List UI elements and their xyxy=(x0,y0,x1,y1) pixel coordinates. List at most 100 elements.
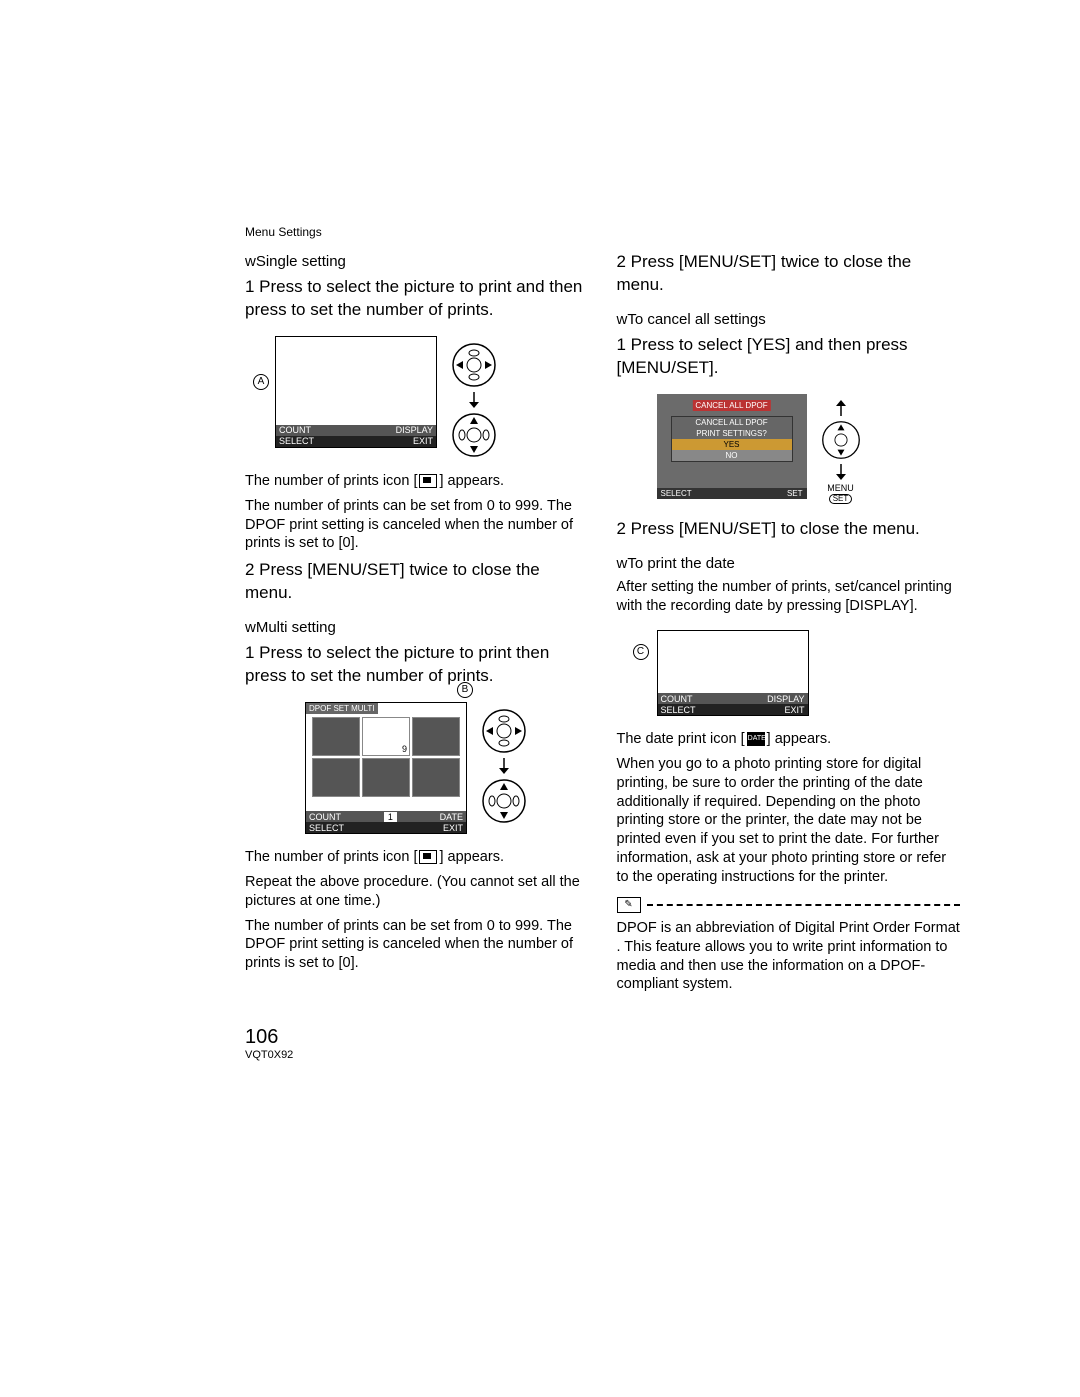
controls-a xyxy=(451,336,497,458)
cancel-no: NO xyxy=(672,450,792,461)
controls-b xyxy=(481,702,527,824)
page-number: 106 xyxy=(245,1026,960,1049)
step-close-2: 2 Press [MENU/SET] to close the menu. xyxy=(617,518,961,541)
controls-cancel: MENU SET xyxy=(821,394,861,505)
grid-cell-selected: 9 xyxy=(362,717,410,756)
cancel-bottom: SELECT SET xyxy=(657,488,807,499)
arrow-up-icon xyxy=(834,400,848,416)
body-range: The number of prints can be set from 0 t… xyxy=(245,497,589,554)
figure-date: C COUNT DISPLAY SELECT EXIT xyxy=(657,630,961,716)
dpad-icon-lr xyxy=(481,708,527,754)
multi-title: DPOF SET MULTI xyxy=(306,703,378,714)
screen-a-row1: COUNT DISPLAY xyxy=(276,425,436,436)
grid-cell xyxy=(412,717,460,756)
menu-set-label: MENU SET xyxy=(827,484,854,505)
subhead-single: wSingle setting xyxy=(245,253,589,270)
cancel-yes: YES xyxy=(672,439,792,450)
step-single-1: 1 Press to select the picture to print a… xyxy=(245,276,589,322)
step-close-1: 2 Press [MENU/SET] twice to close the me… xyxy=(617,251,961,297)
exit-label: EXIT xyxy=(413,436,433,446)
screen-a-wrap: A COUNT DISPLAY SELECT EXIT xyxy=(275,336,437,448)
set-label: SET xyxy=(787,489,803,498)
text-frag: The number of prints icon [ xyxy=(245,849,417,865)
set-text: SET xyxy=(829,494,853,505)
grid-cell xyxy=(312,758,360,797)
text-frag: ] appears. xyxy=(767,731,832,747)
cancel-screen: CANCEL ALL DPOF CANCEL ALL DPOF PRINT SE… xyxy=(657,394,807,499)
label-b: B xyxy=(457,682,473,698)
grid-cell xyxy=(412,758,460,797)
step-cancel-1: 1 Press to select [YES] and then press [… xyxy=(617,334,961,380)
figure-b: B DPOF SET MULTI 9 COUNT xyxy=(305,702,589,834)
dpad-icon-ud xyxy=(451,412,497,458)
exit-label: EXIT xyxy=(443,823,463,833)
screen-c-row1: COUNT DISPLAY xyxy=(658,693,808,704)
note-icon: ✎ xyxy=(617,897,641,913)
cancel-line2: PRINT SETTINGS? xyxy=(672,428,792,439)
screen-a-row2: SELECT EXIT xyxy=(276,436,436,447)
cancel-dialog: CANCEL ALL DPOF PRINT SETTINGS? YES NO xyxy=(671,416,793,462)
cancel-line1: CANCEL ALL DPOF xyxy=(672,417,792,428)
arrow-down-icon xyxy=(497,758,511,774)
multi-grid: 9 xyxy=(312,717,460,797)
screen-c-wrap: C COUNT DISPLAY SELECT EXIT xyxy=(657,630,809,716)
screen-b-wrap: B DPOF SET MULTI 9 COUNT xyxy=(305,702,467,834)
text-frag: ] appears. xyxy=(439,473,504,489)
screen-b: DPOF SET MULTI 9 COUNT 1 DATE xyxy=(305,702,467,834)
date-label: DATE xyxy=(440,812,463,822)
body-dpof: DPOF is an abbreviation of Digital Print… xyxy=(617,919,961,994)
body-prints-icon-2: The number of prints icon [ ] appears. xyxy=(245,848,589,867)
page-container: Menu Settings wSingle setting 1 Press to… xyxy=(0,0,1080,1111)
prints-icon xyxy=(419,474,437,488)
subhead-cancel: wTo cancel all settings xyxy=(617,311,961,328)
screen-c: COUNT DISPLAY SELECT EXIT xyxy=(657,630,809,716)
count-value: 1 xyxy=(384,812,397,822)
dpad-icon-lr xyxy=(451,342,497,388)
count-label: COUNT xyxy=(309,812,341,822)
text-frag: The number of prints icon [ xyxy=(245,473,417,489)
figure-a: A COUNT DISPLAY SELECT EXIT xyxy=(275,336,589,458)
right-column: 2 Press [MENU/SET] twice to close the me… xyxy=(617,247,961,1000)
step-single-2: 2 Press [MENU/SET] twice to close the me… xyxy=(245,559,589,605)
body-prints-icon: The number of prints icon [ ] appears. xyxy=(245,472,589,491)
columns: wSingle setting 1 Press to select the pi… xyxy=(245,247,960,1000)
label-a: A xyxy=(253,374,269,390)
step-multi-1: 1 Press to select the picture to print t… xyxy=(245,642,589,688)
body-range-2: The number of prints can be set from 0 t… xyxy=(245,917,589,974)
cell-value: 9 xyxy=(402,744,407,754)
screen-a: COUNT DISPLAY SELECT EXIT xyxy=(275,336,437,448)
screen-c-row2: SELECT EXIT xyxy=(658,704,808,715)
date-icon: DATE xyxy=(747,732,765,746)
body-date-icon: The date print icon [DATE] appears. xyxy=(617,730,961,749)
exit-label: EXIT xyxy=(784,705,804,715)
arrow-down-icon xyxy=(467,392,481,408)
text-frag: ] appears. xyxy=(439,849,504,865)
select-label: SELECT xyxy=(309,823,344,833)
grid-cell xyxy=(362,758,410,797)
note-divider: ✎ xyxy=(617,897,961,913)
count-label: COUNT xyxy=(661,694,693,704)
body-date-info: When you go to a photo printing store fo… xyxy=(617,755,961,887)
left-column: wSingle setting 1 Press to select the pi… xyxy=(245,247,589,1000)
dpad-icon-ud xyxy=(481,778,527,824)
screen-b-row2: SELECT EXIT xyxy=(306,822,466,833)
label-c: C xyxy=(633,644,649,660)
display-label: DISPLAY xyxy=(396,425,433,435)
page-header: Menu Settings xyxy=(245,225,960,239)
subhead-multi: wMulti setting xyxy=(245,619,589,636)
menu-text: MENU xyxy=(827,484,854,494)
dashes xyxy=(647,904,961,906)
doc-code: VQT0X92 xyxy=(245,1049,960,1061)
prints-icon xyxy=(419,850,437,864)
select-label: SELECT xyxy=(661,705,696,715)
arrow-down-icon xyxy=(834,464,848,480)
body-repeat: Repeat the above procedure. (You cannot … xyxy=(245,873,589,911)
select-label: SELECT xyxy=(661,489,692,498)
figure-cancel: CANCEL ALL DPOF CANCEL ALL DPOF PRINT SE… xyxy=(657,394,961,505)
select-label: SELECT xyxy=(279,436,314,446)
count-label: COUNT xyxy=(279,425,311,435)
cancel-title: CANCEL ALL DPOF xyxy=(692,400,770,411)
screen-b-row1: COUNT 1 DATE xyxy=(306,811,466,822)
text-frag: The date print icon [ xyxy=(617,731,745,747)
display-label: DISPLAY xyxy=(767,694,804,704)
